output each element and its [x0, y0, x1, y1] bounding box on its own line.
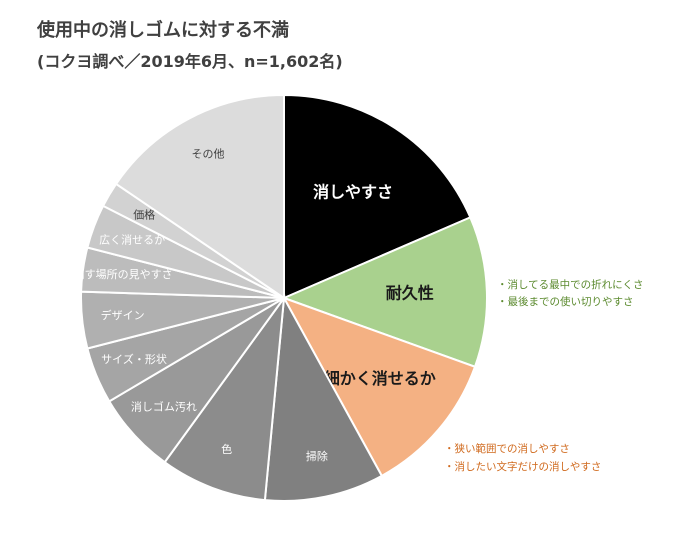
pie-slice-0 — [283, 93, 472, 300]
chart-subtitle: (コクヨ調べ／2019年6月、n=1,602名) — [37, 52, 343, 71]
pie-label-2: 細かく消せるか — [324, 369, 436, 388]
pie-label-10: 価格 — [133, 207, 155, 221]
pie-label-11: その他 — [192, 148, 225, 161]
annotation-fine-erasing-1: ・狭い範囲での消しやすさ — [444, 443, 570, 455]
pie-label-7: デザイン — [101, 308, 145, 322]
pie-label-1: 耐久性 — [386, 284, 434, 303]
annotation-fine-erasing-2: ・消したい文字だけの消しやすさ — [444, 461, 602, 473]
annotation-durability-1: ・消してる最中での折れにくさ — [497, 279, 644, 291]
pie-label-4: 色 — [221, 442, 232, 456]
pie-slice-11 — [114, 93, 285, 300]
pie-label-6: サイズ・形状 — [101, 352, 167, 366]
pie-slice-3 — [263, 294, 384, 502]
pie-label-9: 広く消せるか — [99, 233, 165, 247]
pie-slice-4 — [163, 294, 286, 502]
pie-label-8: 消す場所の見やすさ — [74, 267, 173, 281]
pie-label-5: 消しゴム汚れ — [131, 399, 197, 413]
chart-title: 使用中の消しゴムに対する不満 — [37, 20, 289, 41]
pie-label-3: 掃除 — [306, 449, 328, 463]
annotation-durability-2: ・最後までの使い切りやすさ — [497, 296, 634, 308]
pie-slice-2 — [281, 296, 477, 478]
pie-label-0: 消しやすさ — [313, 182, 393, 201]
pie-slice-1 — [281, 216, 488, 369]
